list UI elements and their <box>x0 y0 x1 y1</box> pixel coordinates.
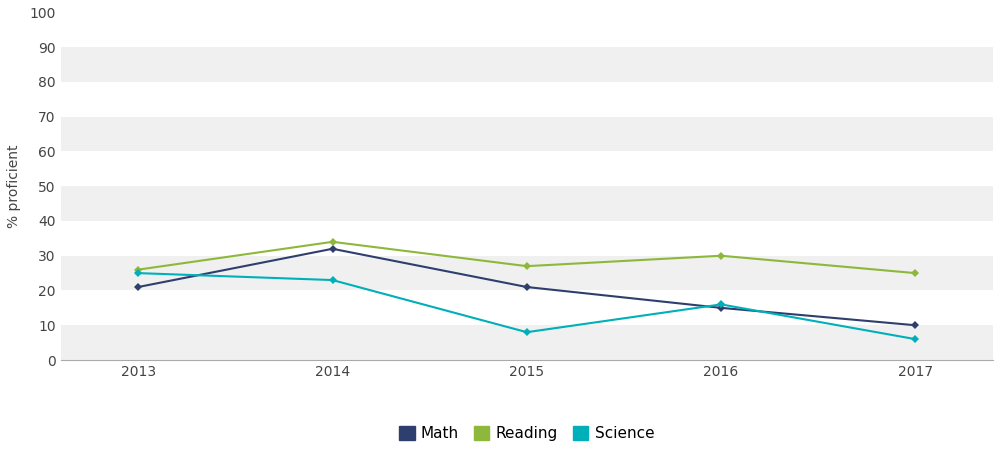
Legend: Math, Reading, Science: Math, Reading, Science <box>393 420 660 447</box>
Math <box>521 284 533 290</box>
Reading <box>327 239 339 244</box>
Bar <box>61 47 993 82</box>
Y-axis label: % proficient: % proficient <box>7 144 21 228</box>
Reading <box>909 270 921 276</box>
Science <box>715 302 727 307</box>
Math <box>909 323 921 328</box>
Reading <box>715 253 727 258</box>
Science <box>132 270 144 276</box>
Reading <box>521 263 533 269</box>
Science <box>909 337 921 342</box>
Bar <box>61 256 993 291</box>
Math <box>327 246 339 252</box>
Bar <box>61 325 993 360</box>
Bar <box>61 186 993 221</box>
Line: Reading: Reading <box>135 239 918 276</box>
Math <box>132 284 144 290</box>
Science <box>327 277 339 283</box>
Math <box>715 305 727 310</box>
Science <box>521 329 533 335</box>
Bar <box>61 117 993 152</box>
Line: Math: Math <box>135 246 918 328</box>
Reading <box>132 267 144 272</box>
Line: Science: Science <box>135 270 918 342</box>
